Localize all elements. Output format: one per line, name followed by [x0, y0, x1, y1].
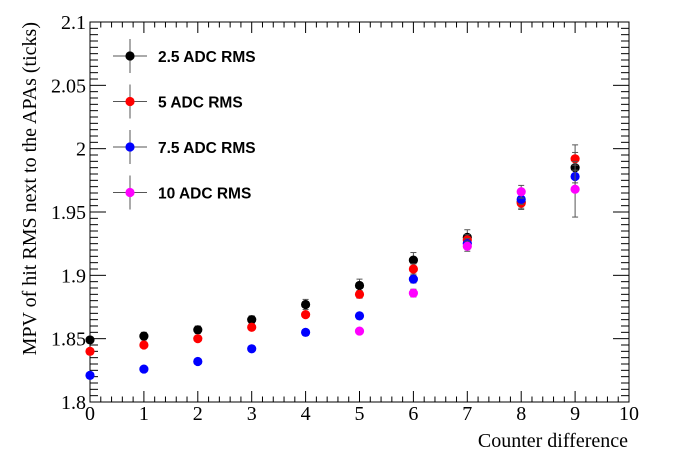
legend-marker [125, 96, 135, 107]
x-tick-label: 7 [462, 403, 472, 425]
legend-marker [125, 51, 135, 61]
y-tick-label: 2.05 [51, 75, 86, 97]
data-point [354, 280, 365, 291]
x-tick-label: 9 [570, 403, 580, 425]
data-point [193, 325, 203, 335]
data-point [408, 288, 418, 298]
axis-ticks [89, 21, 630, 403]
x-tick-label: 2 [193, 403, 203, 425]
data-point [462, 241, 472, 251]
series-0 [85, 144, 580, 345]
data-point [85, 370, 95, 380]
legend-label: 7.5 ADC RMS [158, 140, 256, 157]
data-point [85, 335, 95, 345]
x-tick-label: 1 [139, 403, 149, 425]
legend-item: 10 ADC RMS [113, 175, 251, 210]
data-point [301, 310, 311, 320]
x-tick-label: 0 [85, 403, 95, 425]
y-axis-title: MPV of hit RMS next to the APAs (ticks) [19, 22, 41, 355]
legend-label: 2.5 ADC RMS [158, 49, 256, 66]
data-point [139, 364, 149, 374]
x-tick-label: 4 [301, 403, 311, 425]
data-point [354, 311, 365, 321]
legend-marker [125, 142, 135, 152]
x-tick-labels: 0 1 2 3 4 5 6 7 8 9 10 [85, 403, 639, 425]
data-point [139, 340, 149, 350]
x-tick-label: 6 [408, 403, 418, 425]
data-point [301, 299, 311, 310]
data-point [516, 194, 526, 204]
data-point [247, 315, 257, 325]
data-point [408, 264, 418, 274]
data-point [408, 255, 418, 265]
x-tick-label: 3 [247, 403, 257, 425]
y-tick-label: 1.9 [61, 265, 86, 287]
legend-label: 10 ADC RMS [158, 186, 251, 203]
data-point [85, 346, 95, 356]
data-point [193, 356, 203, 367]
legend-item: 7.5 ADC RMS [113, 130, 256, 164]
y-tick-label: 1.95 [51, 202, 86, 224]
data-series [85, 144, 580, 380]
data-point [139, 331, 149, 341]
data-point [516, 187, 526, 197]
x-axis-title: Counter difference [478, 430, 628, 452]
legend-item: 2.5 ADC RMS [113, 39, 256, 73]
data-point [354, 326, 365, 336]
legend-item: 5 ADC RMS [113, 84, 243, 119]
legend-marker [125, 187, 135, 198]
y-tick-label: 1.8 [61, 392, 86, 414]
data-point [408, 274, 418, 284]
data-point [570, 184, 580, 194]
y-tick-label: 2.1 [61, 12, 86, 34]
data-point [354, 289, 365, 299]
series-1 [85, 151, 580, 356]
x-tick-label: 8 [516, 403, 526, 425]
legend: 2.5 ADC RMS 5 ADC RMS 7.5 ADC RMS 10 ADC RM… [113, 39, 256, 210]
data-point [301, 327, 311, 337]
x-tick-label: 10 [619, 403, 639, 425]
data-point [193, 334, 203, 344]
y-tick-label: 1.85 [51, 329, 86, 351]
data-point [247, 322, 257, 332]
x-tick-label: 5 [355, 403, 365, 425]
legend-label: 5 ADC RMS [158, 95, 243, 112]
plot-frame [89, 21, 630, 403]
data-point [247, 344, 257, 354]
y-tick-label: 2 [76, 139, 86, 161]
y-tick-labels: 1.8 1.85 1.9 1.95 2 2.05 2.1 [51, 12, 86, 414]
series-3 [354, 160, 580, 336]
